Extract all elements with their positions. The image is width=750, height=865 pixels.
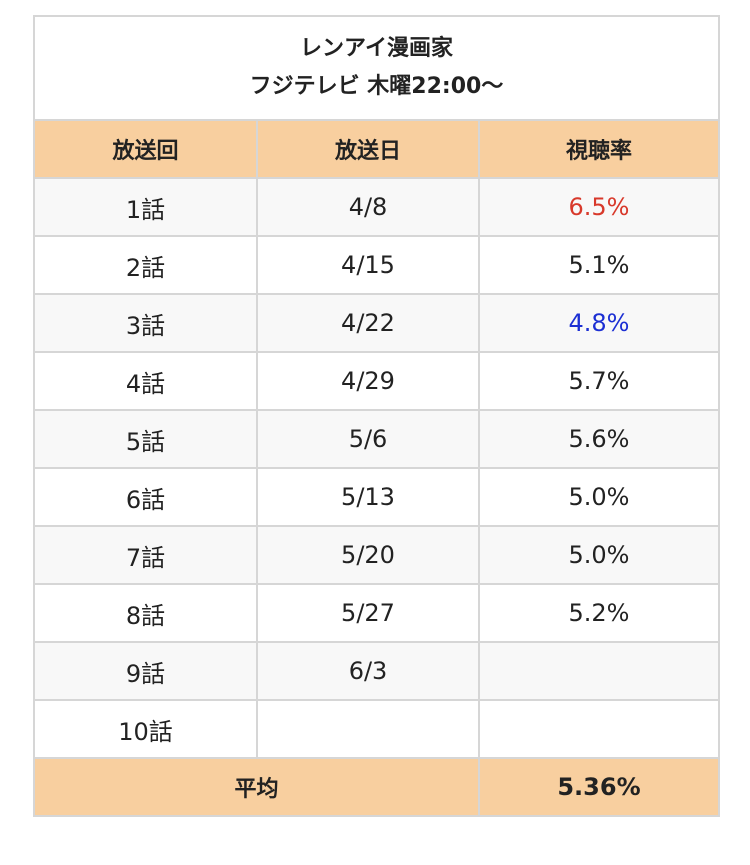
episode-cell: 6話 bbox=[33, 467, 258, 527]
title-line: レンアイ漫画家 bbox=[300, 36, 453, 61]
title-row: レンアイ漫画家 フジテレビ 木曜22:00〜 bbox=[33, 15, 720, 121]
title-cell: レンアイ漫画家 フジテレビ 木曜22:00〜 bbox=[33, 15, 720, 121]
date-cell: 4/8 bbox=[256, 177, 480, 237]
episode-cell: 10話 bbox=[33, 699, 258, 759]
rating-cell: 5.2% bbox=[478, 583, 720, 643]
rating-cell: 5.1% bbox=[478, 235, 720, 295]
data-row: 1話 4/8 6.5% bbox=[33, 177, 720, 237]
rating-cell: 6.5% bbox=[478, 177, 720, 237]
ratings-table: レンアイ漫画家 フジテレビ 木曜22:00〜 放送回 放送日 視聴率 1話 4/8… bbox=[33, 15, 720, 817]
date-cell bbox=[256, 699, 480, 759]
episode-cell: 7話 bbox=[33, 525, 258, 585]
data-row: 9話 6/3 bbox=[33, 641, 720, 701]
date-cell: 4/15 bbox=[256, 235, 480, 295]
rating-cell bbox=[478, 699, 720, 759]
rating-cell: 5.0% bbox=[478, 467, 720, 527]
episode-cell: 2話 bbox=[33, 235, 258, 295]
data-row: 2話 4/15 5.1% bbox=[33, 235, 720, 295]
data-row: 4話 4/29 5.7% bbox=[33, 351, 720, 411]
episode-cell: 9話 bbox=[33, 641, 258, 701]
header-cell: 放送日 bbox=[256, 119, 480, 179]
date-cell: 5/27 bbox=[256, 583, 480, 643]
rating-cell: 4.8% bbox=[478, 293, 720, 353]
data-row: 3話 4/22 4.8% bbox=[33, 293, 720, 353]
data-row: 7話 5/20 5.0% bbox=[33, 525, 720, 585]
data-row: 6話 5/13 5.0% bbox=[33, 467, 720, 527]
data-row: 5話 5/6 5.6% bbox=[33, 409, 720, 469]
date-cell: 5/13 bbox=[256, 467, 480, 527]
episode-cell: 4話 bbox=[33, 351, 258, 411]
episode-cell: 3話 bbox=[33, 293, 258, 353]
date-cell: 4/29 bbox=[256, 351, 480, 411]
footer-row: 平均 5.36% bbox=[33, 757, 720, 817]
data-row: 8話 5/27 5.2% bbox=[33, 583, 720, 643]
footer-label: 平均 bbox=[33, 757, 480, 817]
episode-cell: 1話 bbox=[33, 177, 258, 237]
header-cell: 視聴率 bbox=[478, 119, 720, 179]
title-line: フジテレビ 木曜22:00〜 bbox=[249, 74, 504, 99]
rating-cell: 5.6% bbox=[478, 409, 720, 469]
date-cell: 4/22 bbox=[256, 293, 480, 353]
header-row: 放送回 放送日 視聴率 bbox=[33, 119, 720, 179]
date-cell: 5/20 bbox=[256, 525, 480, 585]
rating-cell: 5.0% bbox=[478, 525, 720, 585]
rating-cell: 5.7% bbox=[478, 351, 720, 411]
date-cell: 5/6 bbox=[256, 409, 480, 469]
data-row: 10話 bbox=[33, 699, 720, 759]
table-body: レンアイ漫画家 フジテレビ 木曜22:00〜 放送回 放送日 視聴率 1話 4/8… bbox=[33, 15, 720, 817]
date-cell: 6/3 bbox=[256, 641, 480, 701]
header-cell: 放送回 bbox=[33, 119, 258, 179]
footer-value: 5.36% bbox=[478, 757, 720, 817]
rating-cell bbox=[478, 641, 720, 701]
episode-cell: 8話 bbox=[33, 583, 258, 643]
episode-cell: 5話 bbox=[33, 409, 258, 469]
